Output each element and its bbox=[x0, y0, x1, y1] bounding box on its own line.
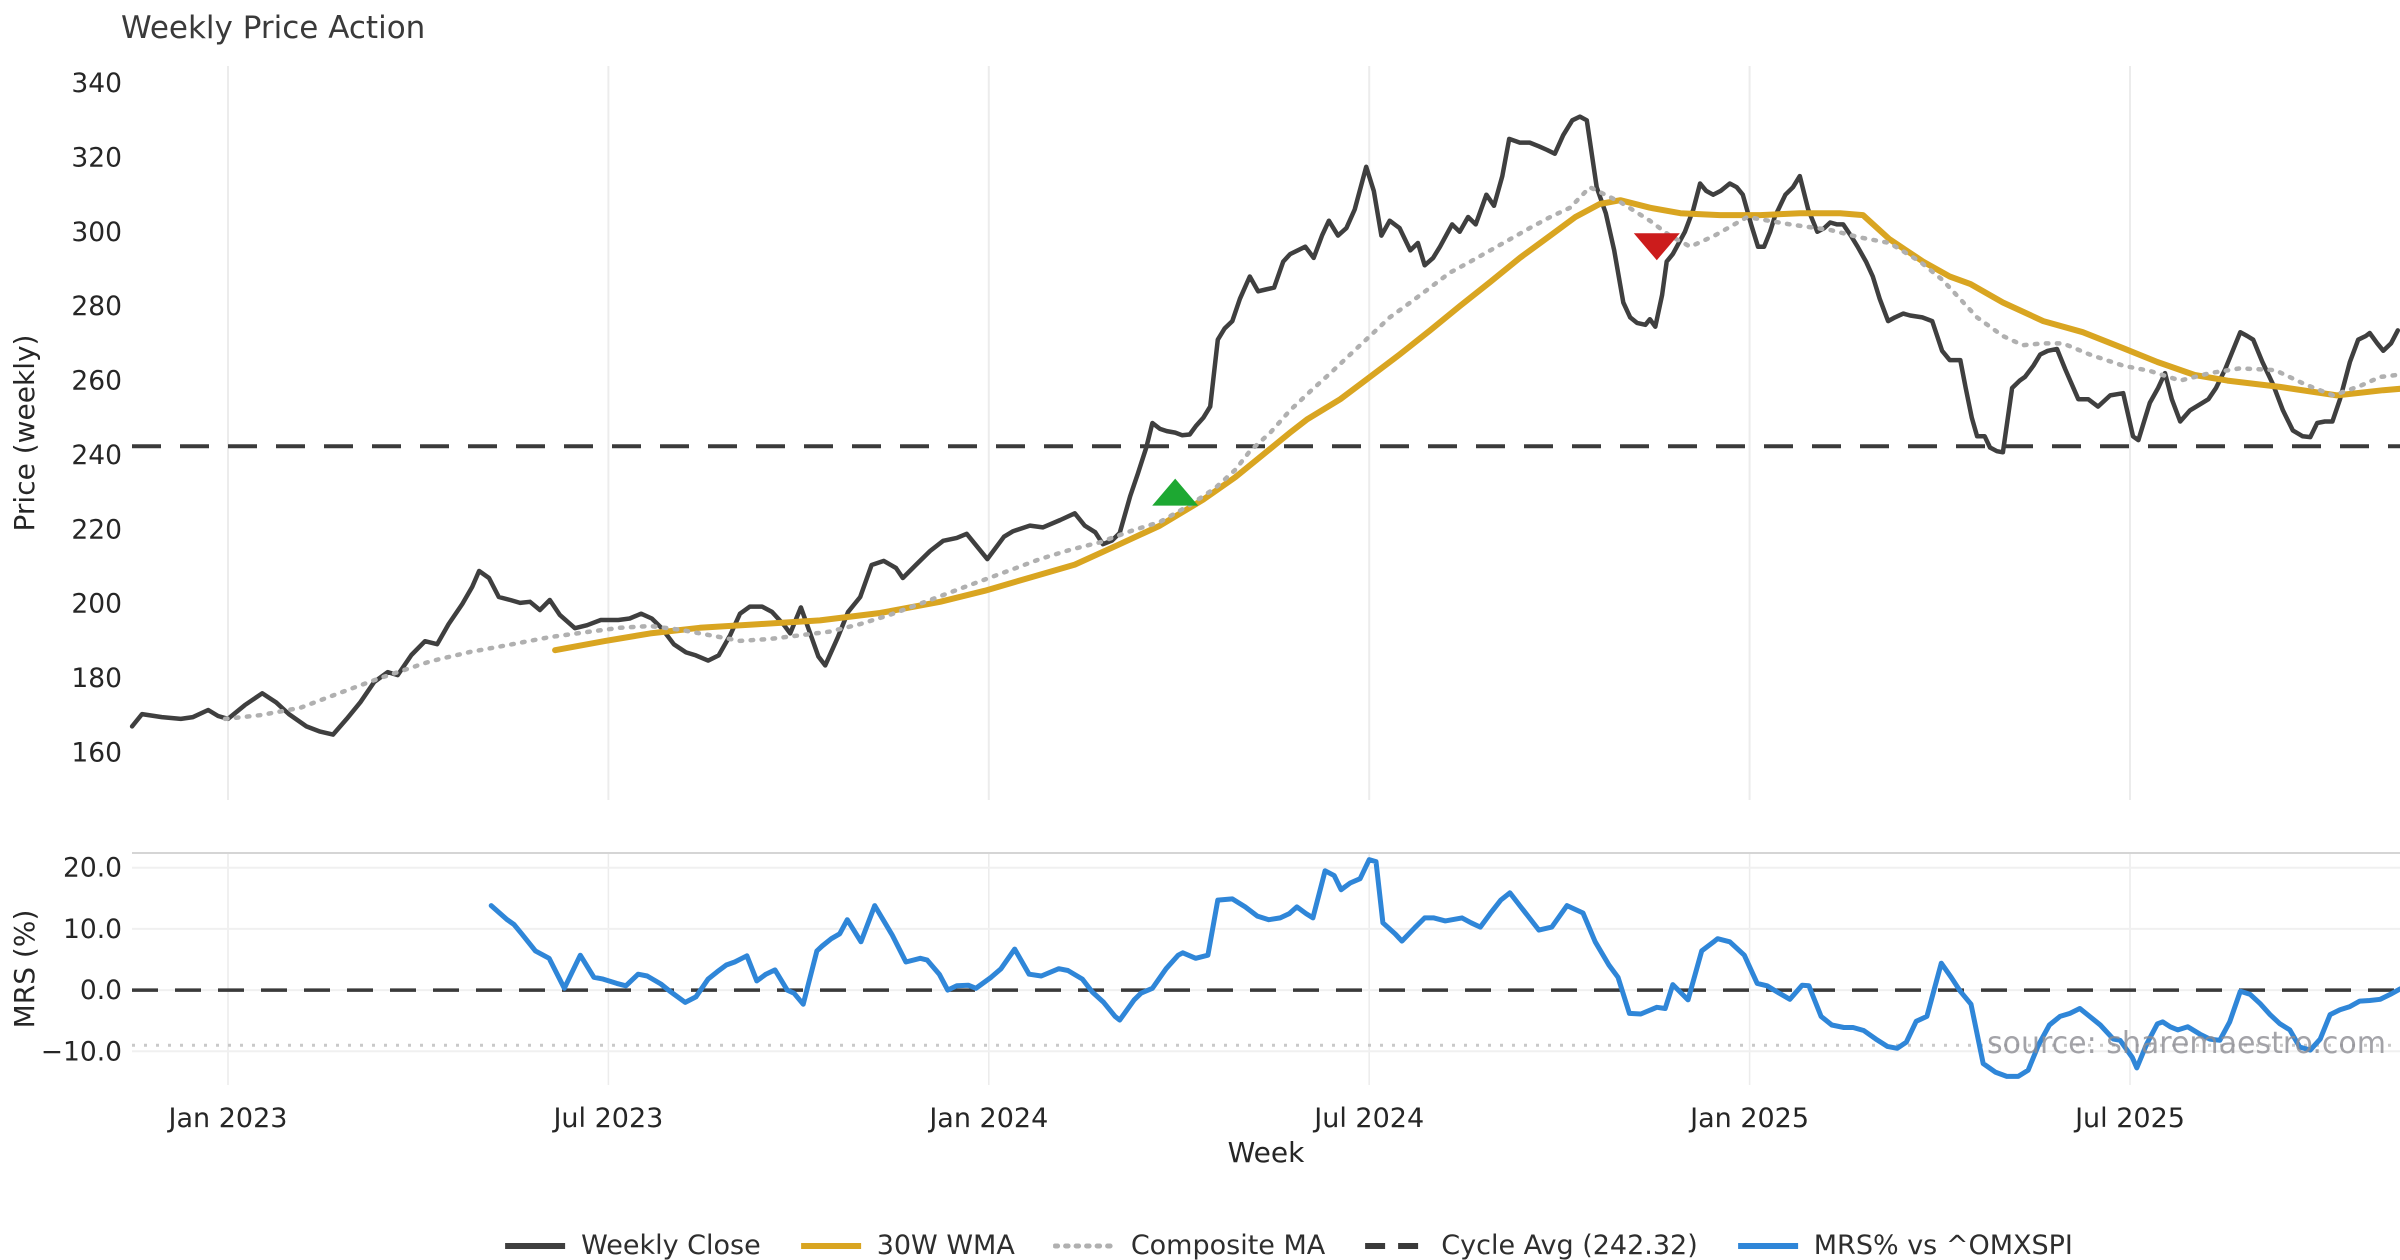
mrs-axis-label: MRS (%) bbox=[8, 910, 41, 1029]
mrs-y-tick-label: 10.0 bbox=[63, 914, 122, 945]
price-y-tick-label: 260 bbox=[71, 366, 122, 397]
chart-title: Weekly Price Action bbox=[121, 10, 426, 46]
legend-item-mrs-vs-omxspi: MRS% vs ^OMXSPI bbox=[1736, 1230, 2073, 1260]
x-tick-label: Jul 2023 bbox=[551, 1103, 663, 1134]
price-y-tick-label: 240 bbox=[71, 440, 122, 471]
x-tick-label: Jul 2024 bbox=[1312, 1103, 1424, 1134]
source-watermark: source: sharemaestro.com bbox=[1987, 1026, 2386, 1061]
x-tick-label: Jul 2025 bbox=[2073, 1103, 2185, 1134]
mrs-y-tick-label: 20.0 bbox=[63, 853, 122, 884]
x-tick-label: Jan 2024 bbox=[927, 1103, 1048, 1134]
mrs-vs-omxspi-line bbox=[488, 857, 2400, 1079]
price-y-tick-label: 220 bbox=[71, 514, 122, 545]
mrs-y-tick-label: 0.0 bbox=[80, 975, 122, 1006]
legend-item-cycle-avg-242-32: Cycle Avg (242.32) bbox=[1363, 1230, 1698, 1260]
price-y-tick-label: 200 bbox=[71, 589, 122, 620]
weekly-close-line bbox=[129, 114, 2400, 737]
legend-line-sample bbox=[800, 1242, 861, 1249]
legend-item-30w-wma: 30W WMA bbox=[799, 1230, 1015, 1260]
price-y-tick-label: 320 bbox=[71, 143, 122, 174]
chart-legend: Weekly Close 30W WMA Composite MA Cycle Avg… bbox=[503, 1230, 2073, 1260]
legend-line-sample bbox=[505, 1242, 566, 1249]
mrs-y-tick-label: −10.0 bbox=[41, 1036, 122, 1067]
x-axis-label: Week bbox=[1228, 1136, 1305, 1169]
price-y-tick-label: 280 bbox=[71, 291, 122, 322]
legend-label: MRS% vs ^OMXSPI bbox=[1813, 1230, 2073, 1260]
buy-signal-marker bbox=[1152, 478, 1199, 506]
legend-label: Cycle Avg (242.32) bbox=[1441, 1230, 1698, 1260]
legend-label: Weekly Close bbox=[581, 1230, 761, 1260]
legend-item-weekly-close: Weekly Close bbox=[503, 1230, 761, 1260]
legend-line-sample bbox=[1737, 1242, 1798, 1249]
x-tick-label: Jan 2025 bbox=[1688, 1103, 1809, 1134]
x-tick-label: Jan 2023 bbox=[167, 1103, 288, 1134]
legend-label: 30W WMA bbox=[876, 1230, 1015, 1260]
sell-signal-marker bbox=[1633, 233, 1680, 261]
30w-wma-line bbox=[552, 197, 2400, 654]
price-y-tick-label: 180 bbox=[71, 663, 122, 694]
price-axis-label: Price (weekly) bbox=[8, 335, 41, 532]
legend-line-sample bbox=[1052, 1243, 1117, 1248]
legend-item-composite-ma: Composite MA bbox=[1052, 1230, 1326, 1260]
composite-ma-line bbox=[222, 184, 2400, 722]
price-y-tick-label: 300 bbox=[71, 217, 122, 248]
price-y-tick-label: 340 bbox=[71, 68, 122, 99]
legend-line-sample bbox=[1365, 1242, 1426, 1249]
legend-label: Composite MA bbox=[1130, 1230, 1326, 1260]
price-y-tick-label: 160 bbox=[71, 737, 122, 768]
